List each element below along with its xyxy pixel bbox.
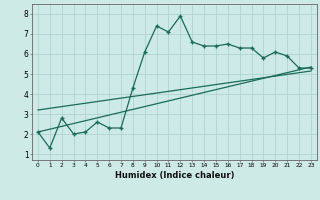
X-axis label: Humidex (Indice chaleur): Humidex (Indice chaleur) — [115, 171, 234, 180]
